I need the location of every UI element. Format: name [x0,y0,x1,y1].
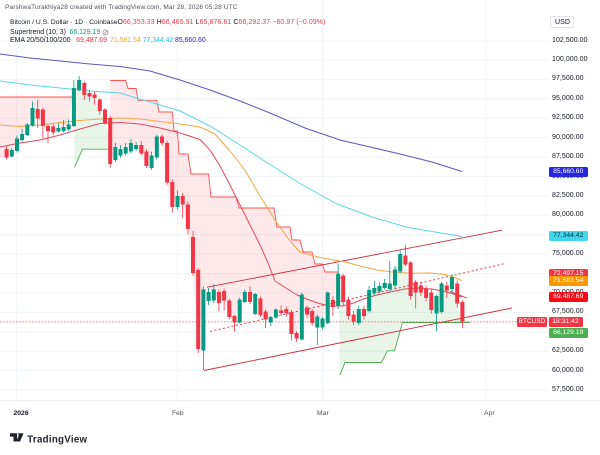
svg-text:TradingView: TradingView [27,434,87,445]
